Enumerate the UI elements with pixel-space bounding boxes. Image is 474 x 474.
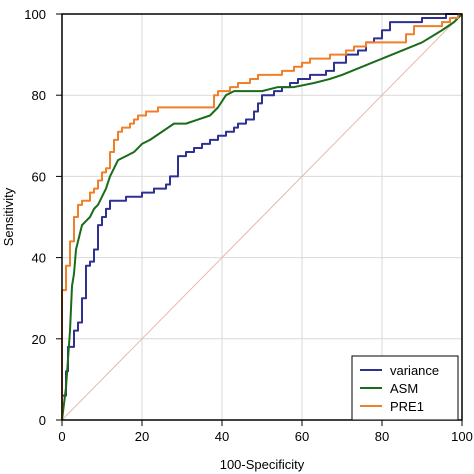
series-line-pre1 bbox=[61, 13, 462, 420]
y-tick-label: 60 bbox=[32, 169, 46, 184]
x-tick-label: 20 bbox=[135, 429, 149, 444]
y-axis-label: Sensitivity bbox=[1, 187, 16, 246]
legend-label-pre1: PRE1 bbox=[390, 399, 424, 414]
reference-diagonal-line bbox=[61, 13, 463, 421]
grid bbox=[62, 14, 462, 420]
x-tick-label: 0 bbox=[58, 429, 65, 444]
x-tick-label: 60 bbox=[295, 429, 309, 444]
plot-frame bbox=[61, 13, 463, 421]
y-tick-label: 80 bbox=[32, 88, 46, 103]
x-tick-label: 80 bbox=[375, 429, 389, 444]
x-tick-label: 40 bbox=[215, 429, 229, 444]
y-axis-ticks: 0 20 40 60 80 100 bbox=[24, 7, 62, 428]
x-axis-ticks: 0 20 40 60 80 100 bbox=[58, 420, 473, 444]
legend-label-variance: variance bbox=[390, 363, 439, 378]
series-layer bbox=[61, 13, 463, 421]
series-line-variance bbox=[61, 13, 462, 420]
series-line-asm bbox=[61, 13, 463, 421]
y-tick-label: 100 bbox=[24, 7, 46, 22]
y-tick-label: 0 bbox=[39, 413, 46, 428]
x-tick-label: 100 bbox=[451, 429, 473, 444]
y-tick-label: 40 bbox=[32, 251, 46, 266]
y-tick-label: 20 bbox=[32, 332, 46, 347]
legend-label-asm: ASM bbox=[390, 381, 418, 396]
x-axis-label: 100-Specificity bbox=[220, 457, 305, 472]
legend: variance ASM PRE1 bbox=[351, 355, 459, 421]
